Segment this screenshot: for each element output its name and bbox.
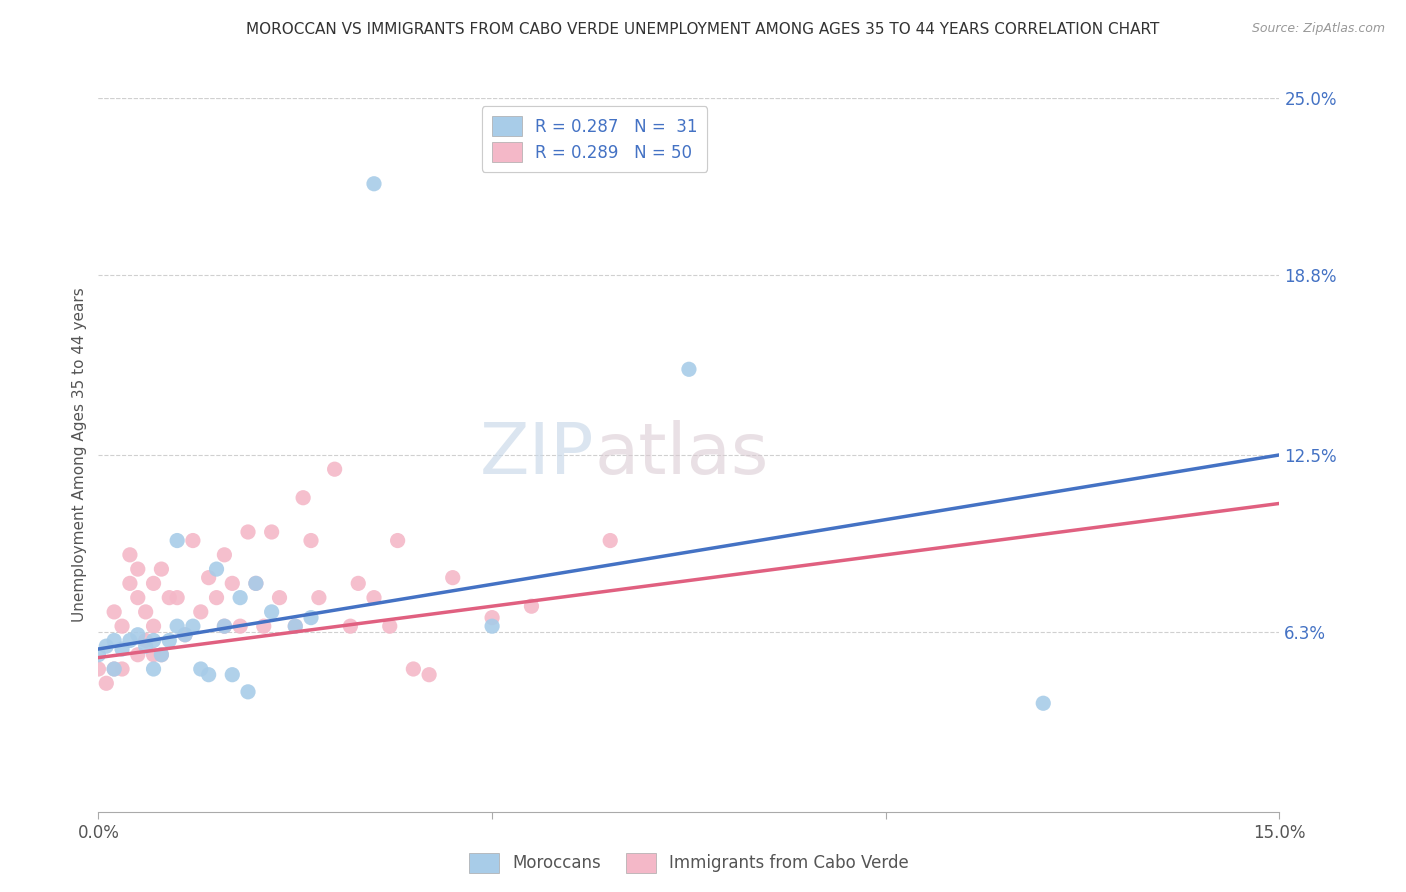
Point <box>520 599 543 614</box>
Point <box>284 619 307 633</box>
Point <box>678 362 700 376</box>
Point <box>347 576 370 591</box>
Point <box>87 662 110 676</box>
Point <box>253 619 276 633</box>
Point <box>127 628 149 642</box>
Point <box>245 576 267 591</box>
Point <box>157 633 180 648</box>
Point <box>142 633 165 648</box>
Point <box>166 591 188 605</box>
Point <box>205 562 228 576</box>
Point <box>481 619 503 633</box>
Point <box>135 633 157 648</box>
Point <box>135 605 157 619</box>
Point <box>323 462 346 476</box>
Point <box>236 685 259 699</box>
Y-axis label: Unemployment Among Ages 35 to 44 years: Unemployment Among Ages 35 to 44 years <box>72 287 87 623</box>
Point <box>269 591 291 605</box>
Point <box>299 610 322 624</box>
Point <box>260 605 283 619</box>
Point <box>103 605 125 619</box>
Legend: Moroccans, Immigrants from Cabo Verde: Moroccans, Immigrants from Cabo Verde <box>463 847 915 880</box>
Point <box>339 619 361 633</box>
Point <box>387 533 409 548</box>
Point <box>127 591 149 605</box>
Point <box>214 619 236 633</box>
Point <box>157 591 180 605</box>
Point <box>135 639 157 653</box>
Text: ZIP: ZIP <box>479 420 595 490</box>
Point <box>127 562 149 576</box>
Point <box>118 548 141 562</box>
Point <box>127 648 149 662</box>
Point <box>292 491 315 505</box>
Point <box>96 676 118 690</box>
Point <box>181 533 204 548</box>
Point <box>599 533 621 548</box>
Point <box>150 562 173 576</box>
Point <box>260 524 283 539</box>
Point <box>111 662 134 676</box>
Point <box>363 591 385 605</box>
Point <box>142 648 165 662</box>
Point <box>221 667 243 681</box>
Text: Source: ZipAtlas.com: Source: ZipAtlas.com <box>1251 22 1385 36</box>
Point <box>142 576 165 591</box>
Point <box>284 619 307 633</box>
Point <box>174 628 197 642</box>
Point <box>229 591 252 605</box>
Point <box>190 662 212 676</box>
Point <box>96 639 118 653</box>
Point <box>142 662 165 676</box>
Text: MOROCCAN VS IMMIGRANTS FROM CABO VERDE UNEMPLOYMENT AMONG AGES 35 TO 44 YEARS CO: MOROCCAN VS IMMIGRANTS FROM CABO VERDE U… <box>246 22 1160 37</box>
Point <box>111 619 134 633</box>
Point <box>150 648 173 662</box>
Point <box>214 619 236 633</box>
Point <box>118 633 141 648</box>
Point <box>181 619 204 633</box>
Text: atlas: atlas <box>595 420 769 490</box>
Point <box>1032 696 1054 710</box>
Point <box>142 619 165 633</box>
Point <box>190 605 212 619</box>
Point <box>174 628 197 642</box>
Point <box>378 619 401 633</box>
Point <box>103 662 125 676</box>
Point <box>418 667 440 681</box>
Point <box>221 576 243 591</box>
Point <box>111 642 134 657</box>
Point <box>441 571 464 585</box>
Point <box>118 576 141 591</box>
Point <box>229 619 252 633</box>
Point <box>103 662 125 676</box>
Point <box>166 533 188 548</box>
Point <box>87 648 110 662</box>
Point <box>166 619 188 633</box>
Point <box>197 571 219 585</box>
Point <box>197 667 219 681</box>
Point <box>299 533 322 548</box>
Point <box>214 548 236 562</box>
Point <box>245 576 267 591</box>
Point <box>103 633 125 648</box>
Point <box>236 524 259 539</box>
Point <box>150 648 173 662</box>
Point <box>481 610 503 624</box>
Point <box>308 591 330 605</box>
Legend: R = 0.287   N =  31, R = 0.289   N = 50: R = 0.287 N = 31, R = 0.289 N = 50 <box>481 106 707 171</box>
Point <box>363 177 385 191</box>
Point <box>402 662 425 676</box>
Point <box>205 591 228 605</box>
